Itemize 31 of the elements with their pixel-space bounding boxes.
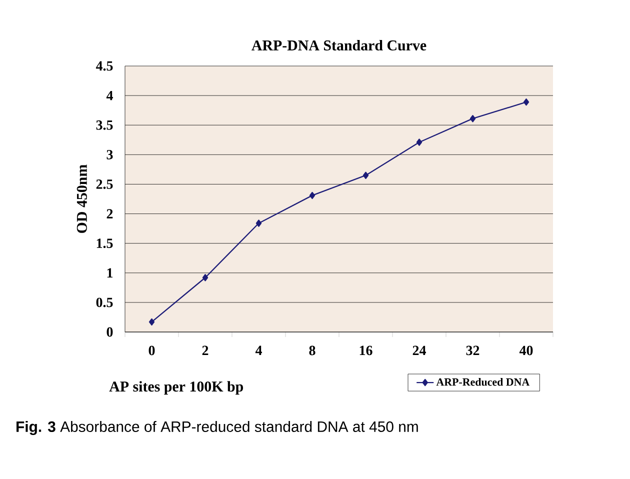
y-axis-title: OD 450nm bbox=[76, 164, 87, 233]
x-tick-label: 16 bbox=[360, 346, 372, 356]
point bbox=[362, 172, 369, 179]
y-tick-label: 0 bbox=[106, 327, 113, 337]
chart-title: ARP-DNA Standard Curve bbox=[252, 40, 426, 51]
x-tick-label: 2 bbox=[202, 346, 208, 356]
y-tick-label: 4 bbox=[106, 90, 113, 100]
x-axis-title: AP sites per 100K bp bbox=[109, 381, 243, 395]
point bbox=[202, 274, 208, 282]
point bbox=[470, 115, 476, 122]
x-tick-label: 40 bbox=[519, 346, 533, 356]
y-tick-label: 3.5 bbox=[96, 120, 113, 130]
point bbox=[256, 220, 262, 227]
y-tick-label: 4.5 bbox=[96, 61, 113, 71]
y-tick-label: 1 bbox=[107, 268, 113, 278]
x-tick-label: 4 bbox=[255, 346, 262, 355]
y-tick-label: 1.5 bbox=[96, 238, 113, 248]
point bbox=[148, 318, 155, 326]
x-tick-label: 24 bbox=[412, 346, 426, 356]
point bbox=[523, 98, 530, 106]
y-tick-label: 0.5 bbox=[96, 298, 113, 308]
legend-label: ARP-Reduced DNA bbox=[436, 378, 530, 386]
point bbox=[309, 192, 316, 200]
x-tick-label: 8 bbox=[309, 346, 316, 356]
y-tick-label: 2.5 bbox=[96, 180, 113, 189]
x-tick-label: 0 bbox=[148, 346, 155, 356]
x-tick-label: 32 bbox=[466, 346, 480, 356]
y-tick-label: 2 bbox=[106, 209, 113, 218]
text: Fig. 3 Absorbance of ARP-reduced standard DNA at 450 nm bbox=[16, 421, 418, 435]
y-tick-label: 3 bbox=[106, 150, 113, 160]
point bbox=[416, 138, 422, 146]
